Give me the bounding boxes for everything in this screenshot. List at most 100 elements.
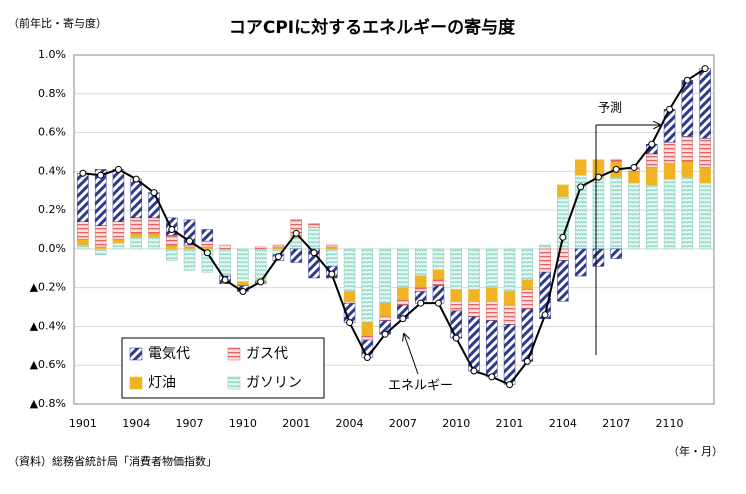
x-tick-label: 2004 (336, 417, 364, 430)
bar-segment (148, 237, 160, 250)
line-marker (168, 226, 176, 233)
bar-segment (112, 221, 125, 240)
x-tick-label: 1907 (176, 417, 204, 430)
bar-segment (183, 246, 196, 250)
line-marker (523, 357, 531, 365)
y-tick-label: 0.2% (38, 203, 66, 216)
bar-segment (610, 159, 622, 162)
legend-swatch (129, 376, 143, 390)
bar-segment (539, 248, 551, 273)
y-tick-label: ▲0.4% (30, 319, 66, 332)
bar-segment (201, 246, 214, 250)
line-marker (381, 330, 389, 338)
bar-segment (681, 161, 694, 178)
bar-segment (183, 248, 196, 271)
bar-segment (379, 248, 391, 304)
bar-segment (681, 79, 694, 137)
bar-segment (379, 316, 391, 321)
bar-segment (681, 176, 694, 250)
bar-segment (77, 173, 89, 222)
line-marker (559, 233, 567, 241)
y-tick-label: ▲0.8% (30, 397, 66, 410)
bar-segment (414, 287, 427, 292)
x-tick-label: 2001 (282, 417, 310, 430)
bar-segment (521, 289, 534, 310)
bar-segment (308, 223, 320, 228)
bar-segment (148, 233, 160, 238)
y-tick-label: ▲0.6% (30, 358, 66, 371)
legend-swatch (129, 347, 143, 361)
x-tick-label: 1901 (69, 417, 97, 430)
annotation-arrow (404, 334, 419, 375)
y-tick-label: 0.0% (38, 242, 66, 255)
bar-segment (148, 192, 160, 219)
bar-segment (663, 142, 676, 164)
line-marker (150, 189, 158, 197)
bar-segment (77, 238, 89, 246)
bar-segment (450, 310, 462, 339)
bar-segment (290, 248, 302, 263)
bar-segment (326, 244, 338, 248)
line-marker (79, 169, 87, 177)
bar-segment (219, 248, 231, 277)
bar-segment (486, 320, 498, 378)
line-marker (274, 253, 282, 261)
bar-segment (361, 335, 374, 341)
bar-segment (166, 248, 178, 261)
bar-segment (272, 244, 285, 248)
legend (121, 337, 325, 399)
bar-segment (148, 217, 160, 234)
line-marker (452, 334, 460, 342)
bar-segment (201, 229, 214, 242)
bar-segment (592, 248, 605, 267)
bar-segment (237, 248, 249, 283)
legend-label: 電気代 (148, 346, 190, 362)
bar-segment (343, 291, 356, 302)
plot-frame (73, 54, 715, 405)
line-marker (683, 76, 691, 84)
bar-segment (521, 279, 534, 290)
bar-segment (486, 287, 498, 302)
x-tick-label: 1904 (122, 417, 150, 430)
line-marker (506, 381, 514, 389)
bar-segment (94, 169, 107, 226)
line-marker (328, 270, 336, 278)
x-tick-label: 2107 (602, 417, 630, 430)
bar-segment (486, 248, 498, 288)
bar-segment (699, 167, 711, 184)
bar-segment (486, 300, 498, 321)
line-marker (346, 319, 354, 327)
x-tick-label: 2101 (496, 417, 524, 430)
line-marker (97, 171, 105, 179)
line-marker (648, 140, 656, 148)
forecast-label: 予測 (598, 101, 622, 115)
bar-segment (450, 300, 462, 312)
bar-segment (414, 248, 427, 277)
bar-segment (414, 275, 427, 288)
bar-segment (112, 242, 125, 250)
bar-segment (343, 248, 356, 292)
bar-segment (450, 248, 462, 290)
line-marker (363, 353, 371, 361)
bar-segment (699, 138, 711, 168)
line-marker (630, 163, 638, 171)
bar-segment (130, 237, 142, 250)
bar-segment (574, 159, 587, 176)
line-marker (541, 311, 549, 319)
bar-segment (539, 271, 551, 319)
bar-segment (663, 178, 676, 250)
line-marker (239, 288, 247, 296)
bar-segment (254, 246, 267, 250)
bar-segment (592, 176, 605, 250)
line-marker (488, 373, 496, 381)
bar-segment (166, 244, 178, 250)
bar-segment (361, 322, 374, 337)
bar-segment (308, 227, 320, 250)
x-axis-label: （年・月） (668, 444, 723, 458)
bar-segment (663, 109, 676, 143)
bar-segment (183, 244, 196, 248)
line-marker (203, 249, 211, 257)
source: （資料）総務省統計局「消費者物価指数」 (8, 454, 217, 468)
bar-segment (272, 246, 285, 250)
